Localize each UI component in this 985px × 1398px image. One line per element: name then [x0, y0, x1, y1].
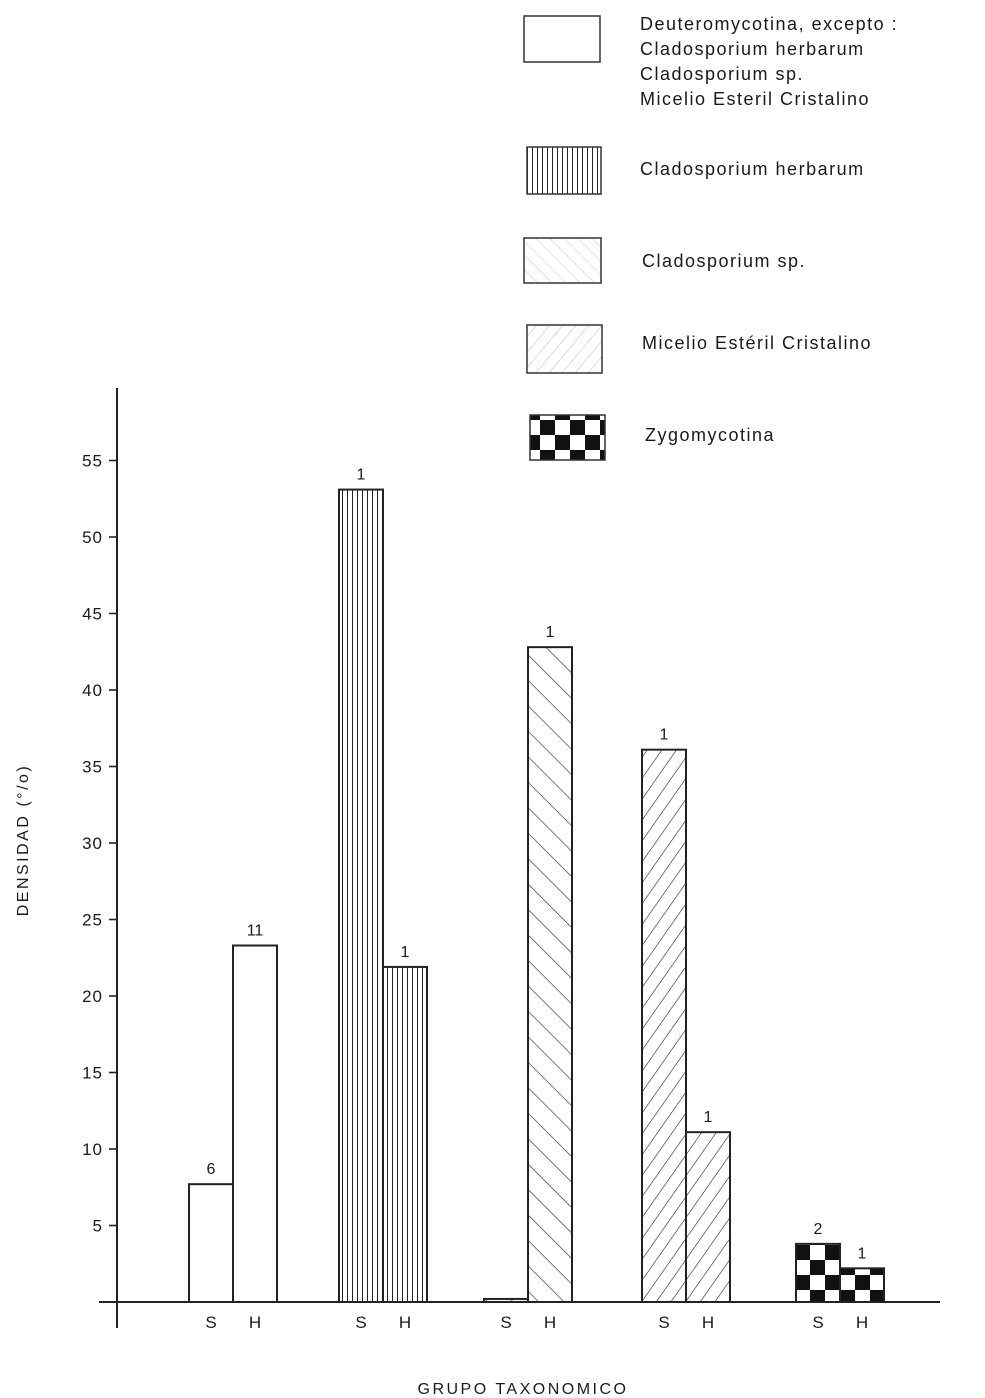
legend-label: Cladosporium herbarum	[640, 159, 865, 179]
bar	[685, 1131, 731, 1304]
bar-category-label: H	[856, 1313, 868, 1332]
bar-category-label: H	[544, 1313, 556, 1332]
y-tick-label: 10	[82, 1140, 103, 1159]
legend-swatch	[523, 15, 601, 63]
chart-legend: Deuteromycotina, excepto : Cladosporium h…	[523, 14, 898, 461]
bar-category-label: H	[399, 1313, 411, 1332]
legend-label: Deuteromycotina, excepto :	[640, 14, 898, 34]
bar-count-label: 1	[546, 624, 555, 641]
y-tick-label: 15	[82, 1064, 103, 1083]
bar-count-label: 1	[704, 1109, 713, 1126]
bar-category-label: S	[658, 1313, 669, 1332]
legend-label: Zygomycotina	[645, 425, 775, 445]
y-tick-label: 20	[82, 987, 103, 1006]
legend-swatch	[529, 414, 606, 461]
bar	[527, 646, 573, 1303]
y-tick-label: 45	[82, 605, 103, 624]
legend-label: Micelio Estéril Cristalino	[642, 333, 872, 353]
y-tick-label: 55	[82, 452, 103, 471]
y-tick-label: 30	[82, 834, 103, 853]
y-tick-label: 25	[82, 911, 103, 930]
bar-count-label: 6	[207, 1161, 216, 1178]
legend-label: Cladosporium sp.	[642, 251, 806, 271]
y-tick-label: 50	[82, 528, 103, 547]
bar-count-label: 2	[814, 1221, 823, 1238]
bar-count-label: 1	[357, 467, 366, 484]
bar	[232, 944, 278, 1303]
legend-swatch	[526, 146, 602, 195]
legend-swatch	[523, 237, 602, 284]
legend-label: Cladosporium sp.	[640, 64, 804, 84]
bar-category-label: H	[702, 1313, 714, 1332]
bar-category-label: S	[500, 1313, 511, 1332]
bar	[641, 748, 687, 1303]
y-tick-label: 40	[82, 681, 103, 700]
bar	[382, 965, 428, 1303]
bar-count-label: 1	[660, 727, 669, 744]
bar-count-label: 1	[858, 1245, 867, 1262]
bar	[795, 1242, 841, 1303]
bar-count-label: 1	[401, 944, 410, 961]
y-tick-label: 5	[93, 1217, 103, 1236]
bar	[483, 1297, 529, 1303]
bar	[839, 1267, 885, 1303]
bar-category-label: S	[205, 1313, 216, 1332]
y-axis-title: DENSIDAD (°/o)	[15, 764, 32, 917]
y-tick-label: 35	[82, 758, 103, 777]
legend-label: Micelio Esteril Cristalino	[640, 89, 870, 109]
bar-category-label: S	[812, 1313, 823, 1332]
legend-label: Cladosporium herbarum	[640, 39, 865, 59]
bar-category-label: H	[249, 1313, 261, 1332]
chart-bars: 6 S 11 H 1 S 1 H S 1 H 1 S 1 H 2 S 1 H	[188, 467, 885, 1332]
x-axis-title: GRUPO TAXONOMICO	[418, 1381, 629, 1398]
bar	[188, 1183, 234, 1303]
bar-category-label: S	[355, 1313, 366, 1332]
bar	[338, 488, 384, 1303]
bar-count-label: 11	[247, 923, 264, 940]
legend-swatch	[526, 324, 603, 374]
